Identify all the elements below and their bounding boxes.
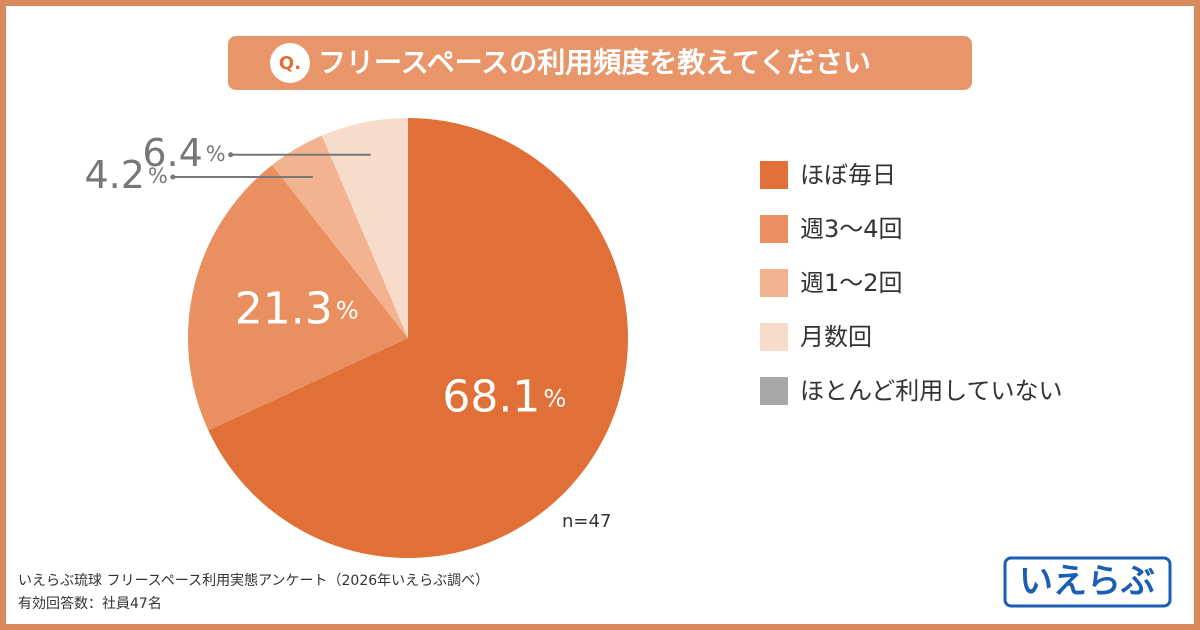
data-label-unit: % (543, 385, 566, 413)
data-label: 4.2% (85, 153, 168, 197)
chart-title: フリースペースの利用頻度を教えてください (318, 46, 871, 79)
legend-swatch (760, 377, 788, 405)
data-label: 6.4% (142, 130, 225, 174)
data-label-value: 4.2 (85, 153, 145, 197)
data-label-unit: % (148, 164, 168, 188)
legend-label: ほぼ毎日 (800, 161, 896, 189)
legend-swatch (760, 269, 788, 297)
legend-swatch (760, 215, 788, 243)
data-label: 68.1% (442, 372, 566, 423)
legend-swatch (760, 161, 788, 189)
leader-dot (228, 152, 234, 158)
legend-swatch (760, 323, 788, 351)
leader-dot (170, 174, 176, 180)
legend-label: 週1〜2回 (800, 269, 903, 297)
title-badge-circle (270, 43, 310, 83)
legend-label: 週3〜4回 (800, 215, 903, 243)
data-label-unit: % (206, 142, 226, 166)
pie-slice (321, 118, 408, 338)
note: 有効回答数：社員47名 (18, 595, 162, 612)
data-label-value: 21.3 (235, 283, 333, 334)
legend-label: 月数回 (800, 323, 872, 351)
title-badge: Q. (279, 53, 301, 74)
data-label: 21.3% (235, 283, 359, 334)
title-bar (228, 36, 972, 90)
data-label-value: 6.4 (142, 130, 202, 174)
logo-box (1003, 556, 1172, 608)
pie-slice (188, 165, 408, 431)
pie-slice (272, 135, 408, 338)
data-label-unit: % (336, 296, 359, 324)
logo: いえらぶ (1019, 562, 1155, 602)
annotation: n=47 (562, 511, 611, 532)
legend-label: ほとんど利用していない (800, 377, 1063, 405)
data-label-value: 68.1 (442, 372, 540, 423)
pie-slice (208, 118, 628, 558)
note: いえらぶ琉球 フリースペース利用実態アンケート（2026年いえらぶ調べ） (18, 573, 489, 589)
